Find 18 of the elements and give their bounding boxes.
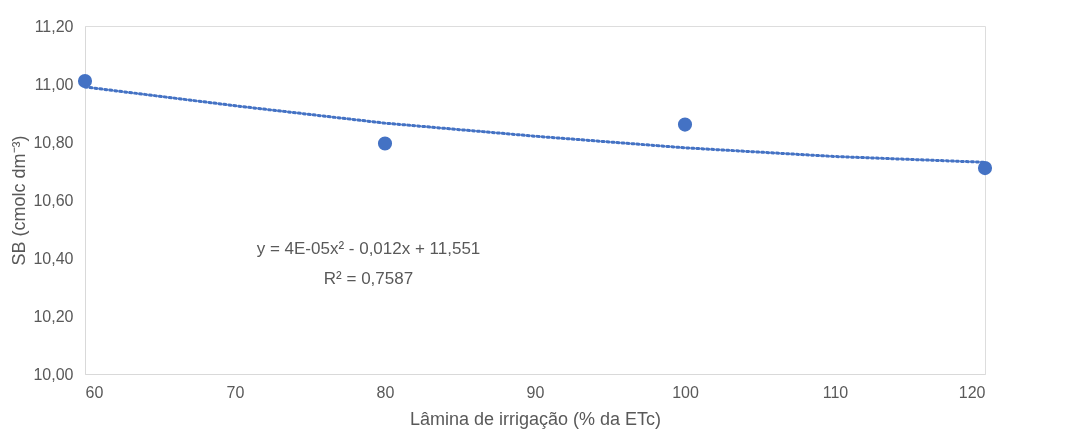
y-tick-label: 10,80 xyxy=(33,133,74,151)
y-tick-label: 10,20 xyxy=(33,307,74,325)
x-tick-label: 80 xyxy=(376,383,395,401)
x-tick-label: 90 xyxy=(526,383,545,401)
x-tick-label: 120 xyxy=(958,383,986,401)
x-tick-label: 60 xyxy=(85,383,104,401)
y-tick-label: 10,00 xyxy=(33,365,74,383)
x-tick-label: 70 xyxy=(226,383,245,401)
annotation: y = 4E-05x² - 0,012x + 11,551 xyxy=(256,238,481,258)
x-tick-label: 100 xyxy=(672,383,699,401)
y-tick-label: 10,40 xyxy=(33,249,74,267)
y-tick-label: 10,60 xyxy=(33,191,74,209)
y-tick-label: 11,00 xyxy=(34,75,74,93)
x-tick-label: 110 xyxy=(822,383,849,401)
annotation: R² = 0,7587 xyxy=(323,268,414,288)
x-axis-title: Lâmina de irrigação (% da ETc) xyxy=(409,408,662,429)
y-tick-label: 11,20 xyxy=(34,17,74,35)
y-axis-title: SB (cmolc dm⁻³) xyxy=(9,135,30,266)
